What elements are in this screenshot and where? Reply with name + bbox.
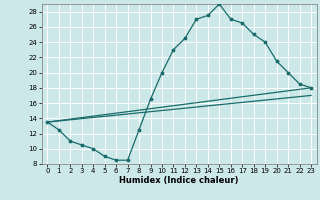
- X-axis label: Humidex (Indice chaleur): Humidex (Indice chaleur): [119, 176, 239, 185]
